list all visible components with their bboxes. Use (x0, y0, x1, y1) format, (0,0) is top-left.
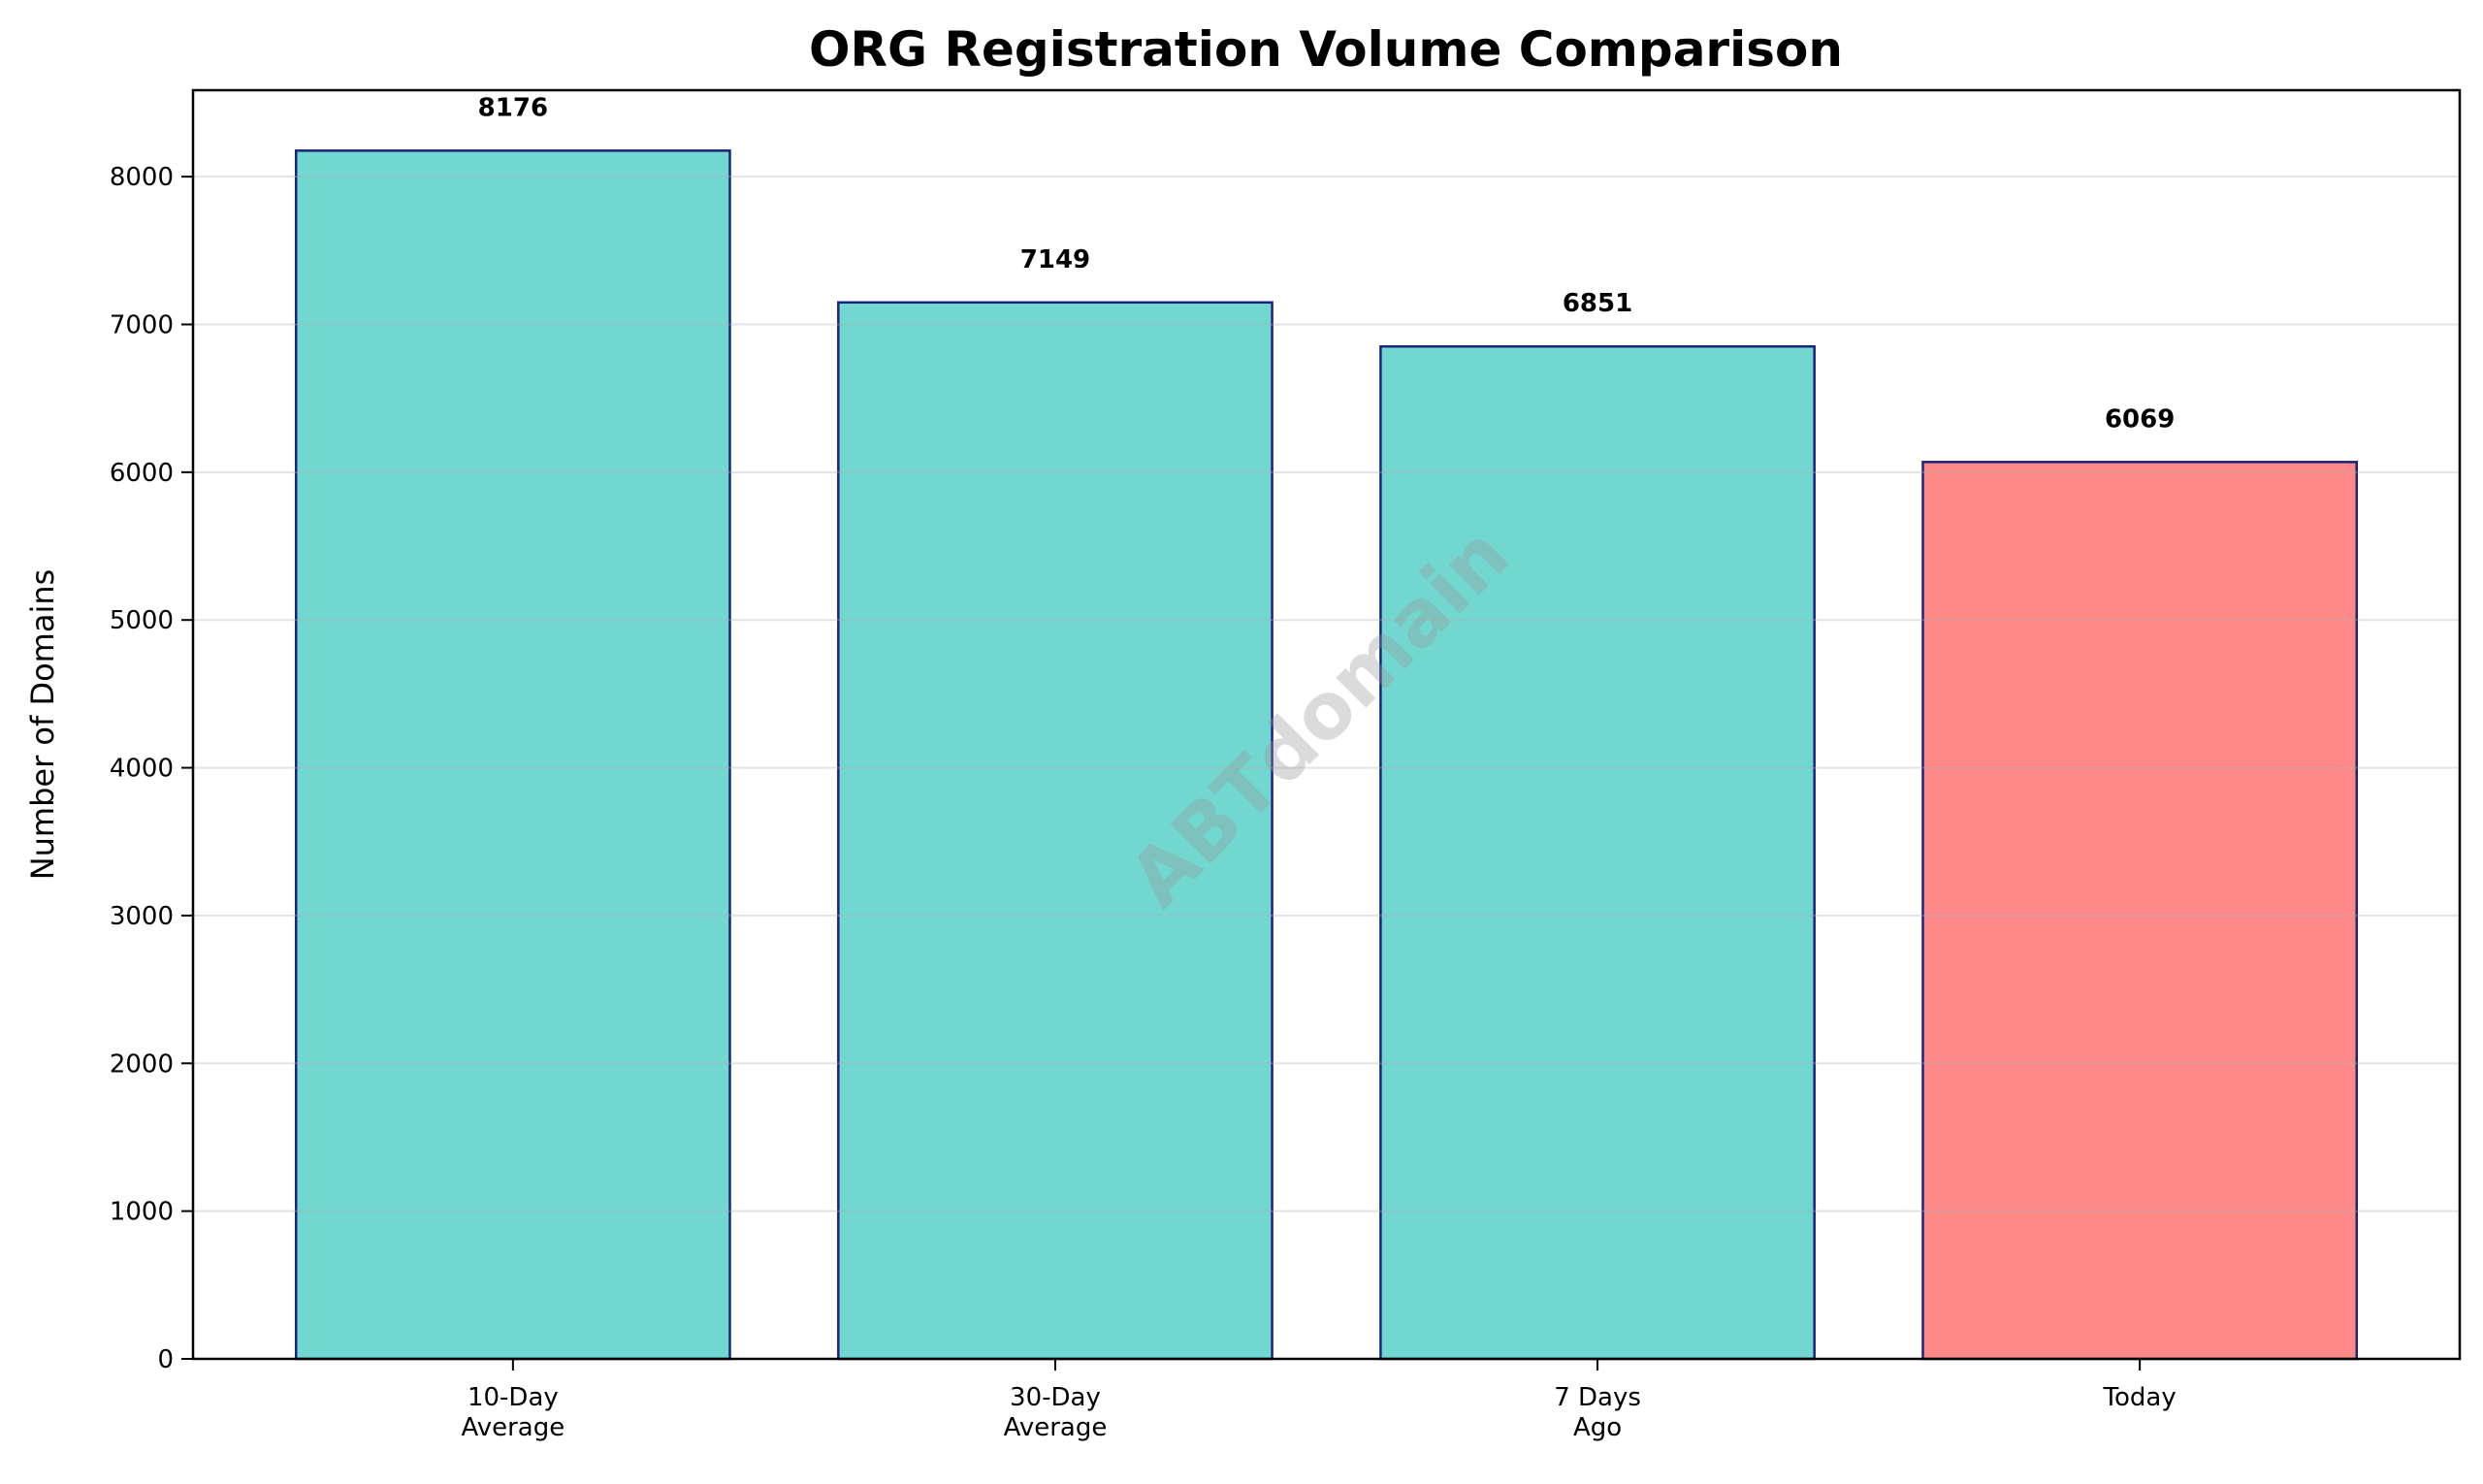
y-tick-label: 5000 (110, 606, 174, 635)
x-tick-label: 7 Days Ago (1554, 1383, 1641, 1442)
y-tick-label: 4000 (110, 755, 174, 784)
bar (294, 149, 731, 1361)
x-tick-label: 30-Day Average (1004, 1383, 1108, 1442)
data-label: 6851 (1563, 289, 1632, 318)
bars (294, 149, 2359, 1361)
y-tick-label: 7000 (110, 310, 174, 339)
bar (1379, 344, 1816, 1361)
x-tick-label-line: 30-Day (1010, 1383, 1101, 1412)
x-tick-label-line: Today (2103, 1383, 2177, 1412)
x-tick-label-line: 7 Days (1554, 1383, 1641, 1412)
chart-title: ORG Registration Volume Comparison (809, 21, 1843, 78)
bar (1921, 461, 2359, 1361)
grid-overlay (193, 176, 2460, 1360)
data-label: 6069 (2105, 404, 2175, 434)
y-tick-label: 6000 (110, 459, 174, 488)
y-tick-label: 0 (157, 1345, 174, 1374)
y-axis-ticks: 0 1000 2000 3000 4000 5000 6000 7000 8000 (110, 163, 193, 1374)
x-tick-label-line: Average (461, 1413, 564, 1442)
data-label: 8176 (478, 93, 548, 122)
x-tick-label-line: Average (1004, 1413, 1108, 1442)
data-label: 7149 (1020, 245, 1090, 274)
x-tick-label: 10-Day Average (461, 1383, 564, 1442)
bar (837, 301, 1274, 1361)
y-tick-label: 3000 (110, 902, 174, 931)
plot-frame (191, 88, 2462, 1361)
x-tick-label-line: Ago (1573, 1413, 1622, 1442)
y-tick-label: 8000 (110, 163, 174, 192)
y-tick-label: 1000 (110, 1198, 174, 1227)
data-labels: 8176 7149 6851 6069 (478, 93, 2176, 434)
y-tick-label: 2000 (110, 1049, 174, 1079)
x-tick-label: Today (2103, 1383, 2177, 1412)
x-tick-label-line: 10-Day (468, 1383, 559, 1412)
y-axis-label: Number of Domains (24, 569, 61, 881)
